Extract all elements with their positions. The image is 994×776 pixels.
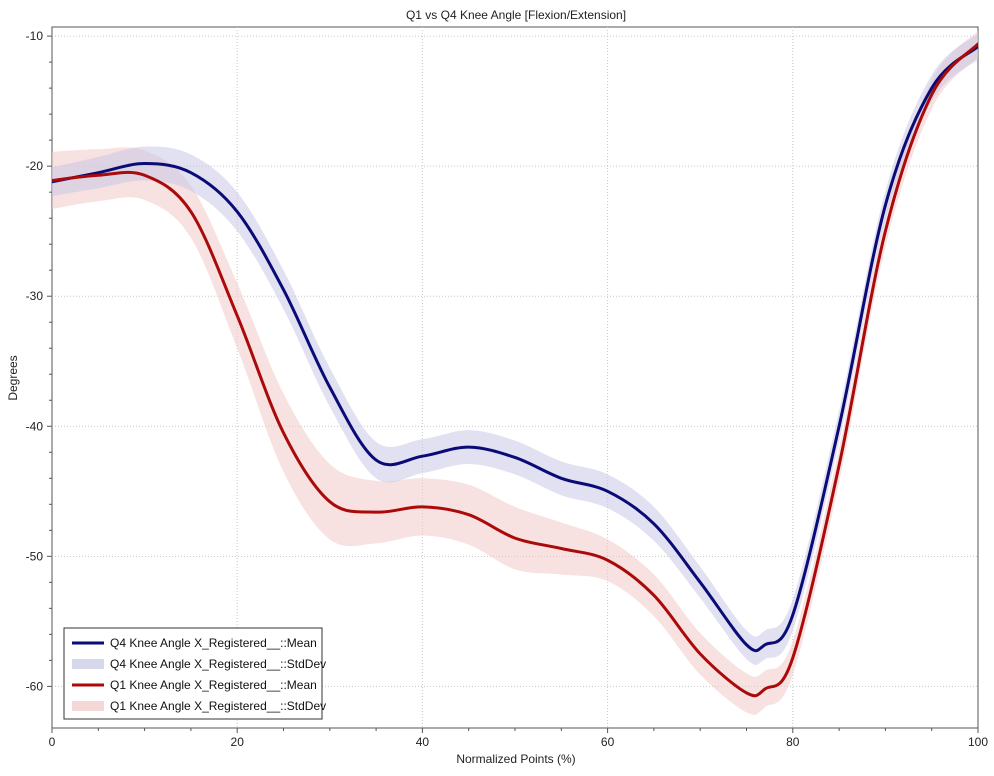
chart-title: Q1 vs Q4 Knee Angle [Flexion/Extension] (406, 8, 626, 22)
x-tick-label: 80 (786, 735, 800, 749)
legend-label: Q4 Knee Angle X_Registered__::StdDev (110, 657, 326, 671)
legend-label: Q1 Knee Angle X_Registered__::StdDev (110, 699, 326, 713)
x-axis-title: Normalized Points (%) (456, 752, 575, 766)
y-axis-title: Degrees (6, 355, 20, 400)
y-tick-label: -40 (26, 419, 44, 433)
legend-swatch-band (72, 701, 104, 711)
x-tick-label: 20 (231, 735, 245, 749)
x-tick-label: 60 (601, 735, 615, 749)
x-tick-label: 40 (416, 735, 430, 749)
q1-mean-line (52, 42, 978, 698)
x-tick-label: 0 (49, 735, 56, 749)
y-tick-label: -20 (26, 159, 44, 173)
legend-swatch-band (72, 659, 104, 669)
x-tick-label: 100 (968, 735, 988, 749)
q4-mean-line (52, 45, 978, 653)
y-tick-label: -30 (26, 289, 44, 303)
plot-area (51, 26, 979, 729)
y-tick-label: -60 (26, 679, 44, 693)
legend-label: Q4 Knee Angle X_Registered__::Mean (110, 636, 317, 650)
y-tick-label: -50 (26, 549, 44, 563)
series-group (52, 30, 978, 715)
legend-box (63, 627, 323, 720)
y-tick-label: -10 (26, 29, 44, 43)
legend-label: Q1 Knee Angle X_Registered__::Mean (110, 678, 317, 692)
